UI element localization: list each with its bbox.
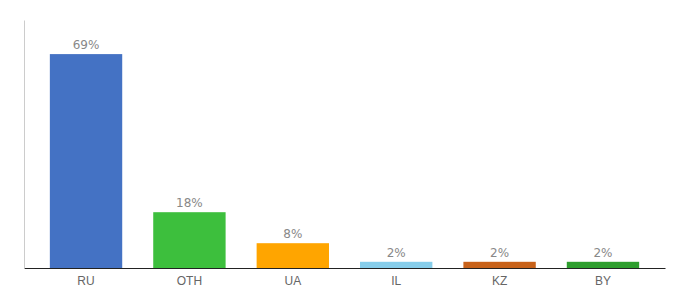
data-label: 18% bbox=[176, 196, 203, 210]
x-axis-line bbox=[25, 268, 666, 269]
bar bbox=[463, 262, 535, 268]
x-tick-label: OTH bbox=[177, 274, 202, 288]
y-axis bbox=[24, 21, 25, 269]
x-tick: RU bbox=[77, 268, 94, 288]
bar bbox=[567, 262, 639, 268]
data-labels: 69% 18% 8% 2% 2% 2% bbox=[73, 38, 613, 260]
bar bbox=[50, 54, 122, 268]
x-tick: KZ bbox=[492, 268, 507, 288]
bar bbox=[257, 243, 329, 268]
data-label: 8% bbox=[283, 227, 302, 241]
bar bbox=[153, 212, 225, 268]
data-label: 2% bbox=[387, 246, 406, 260]
x-tick: UA bbox=[284, 268, 301, 288]
x-tick-label: KZ bbox=[492, 274, 507, 288]
x-tick-label: RU bbox=[77, 274, 94, 288]
x-tick: OTH bbox=[177, 268, 202, 288]
x-tick-label: UA bbox=[284, 274, 301, 288]
plot: RU OTH UA IL KZ BY 69% 18% 8% 2% 2% 2% bbox=[25, 21, 666, 288]
x-tick: IL bbox=[391, 268, 401, 288]
data-label: 2% bbox=[593, 246, 612, 260]
bars bbox=[50, 54, 639, 268]
bar bbox=[360, 262, 432, 268]
data-label: 69% bbox=[73, 38, 100, 52]
data-label: 2% bbox=[490, 246, 509, 260]
x-tick-label: IL bbox=[391, 274, 401, 288]
x-tick: BY bbox=[595, 268, 611, 288]
y-axis-line bbox=[24, 21, 25, 269]
chart: RU OTH UA IL KZ BY 69% 18% 8% 2% 2% 2% bbox=[0, 0, 680, 300]
x-tick-label: BY bbox=[595, 274, 611, 288]
x-axis: RU OTH UA IL KZ BY bbox=[25, 268, 666, 288]
